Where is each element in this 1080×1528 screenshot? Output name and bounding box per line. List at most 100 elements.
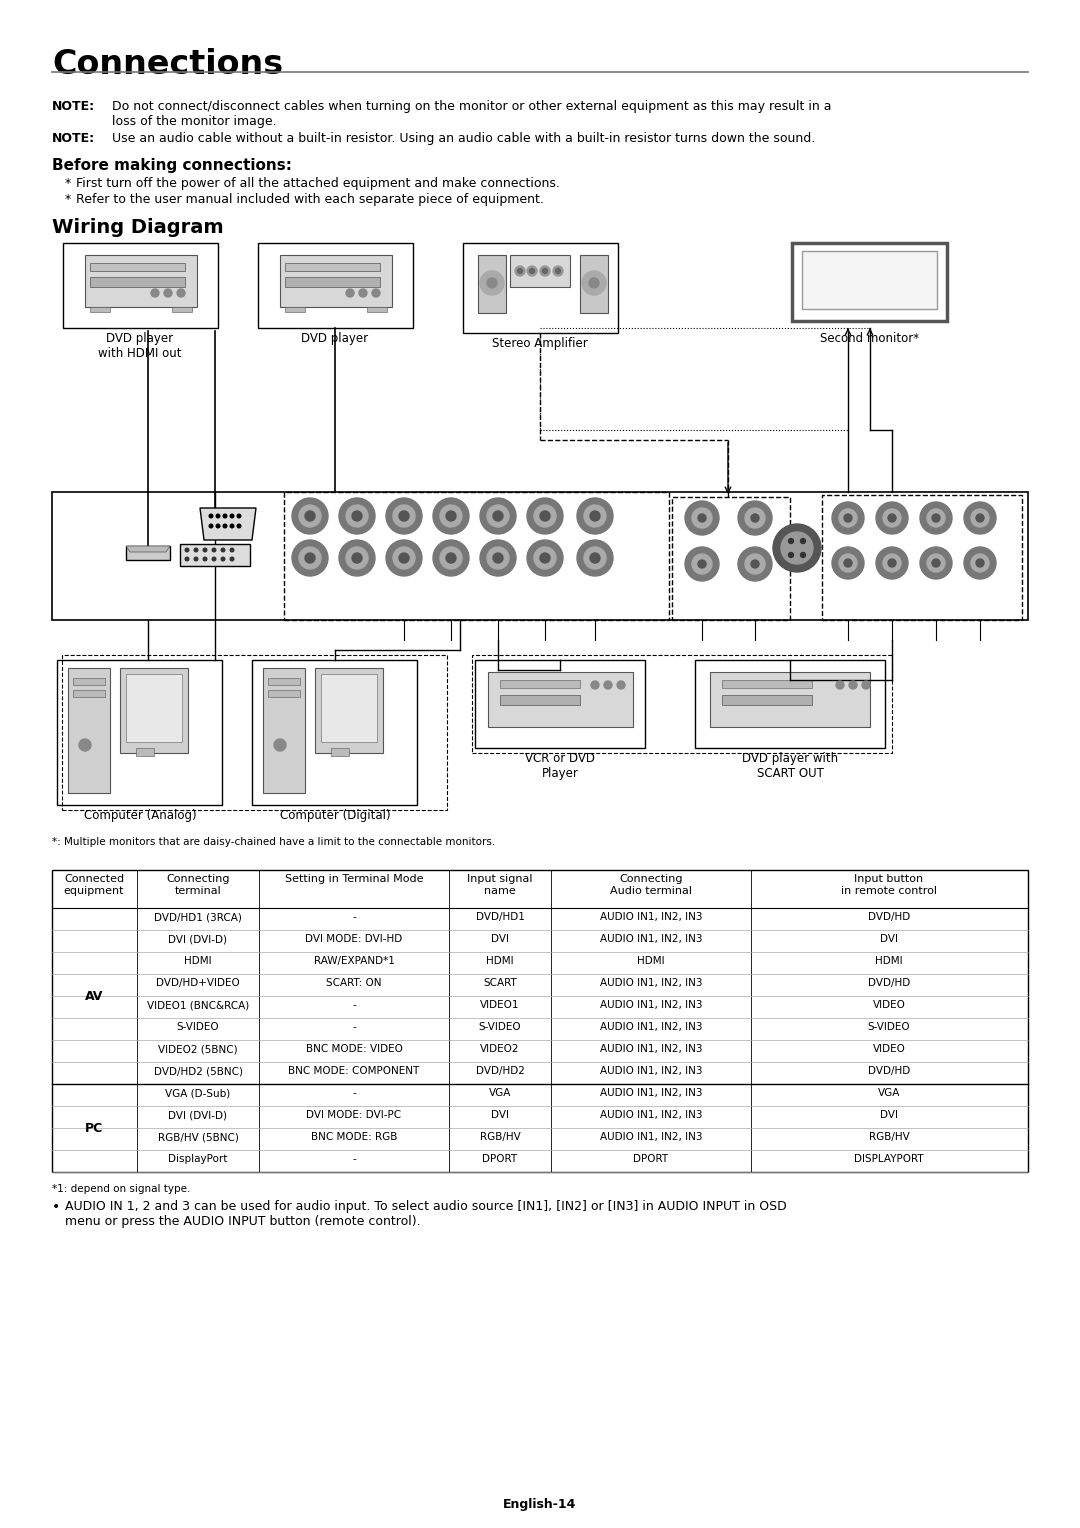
Circle shape <box>745 507 765 529</box>
Text: AUDIO IN1, IN2, IN3: AUDIO IN1, IN2, IN3 <box>599 934 702 944</box>
Text: DISPLAYPORT: DISPLAYPORT <box>854 1154 923 1164</box>
Circle shape <box>527 266 537 277</box>
Text: *1: depend on signal type.: *1: depend on signal type. <box>52 1184 190 1193</box>
Text: loss of the monitor image.: loss of the monitor image. <box>112 115 276 128</box>
Text: S-VIDEO: S-VIDEO <box>177 1022 219 1031</box>
Circle shape <box>920 503 951 533</box>
Circle shape <box>927 509 945 527</box>
Text: AUDIO IN1, IN2, IN3: AUDIO IN1, IN2, IN3 <box>599 1109 702 1120</box>
Text: DVI (DVI-D): DVI (DVI-D) <box>168 934 228 944</box>
Text: DVI: DVI <box>491 1109 509 1120</box>
Bar <box>180 544 249 565</box>
Bar <box>90 307 110 312</box>
Bar <box>367 307 387 312</box>
Text: DVI: DVI <box>880 934 897 944</box>
Text: AUDIO IN1, IN2, IN3: AUDIO IN1, IN2, IN3 <box>599 978 702 989</box>
Circle shape <box>976 559 984 567</box>
Circle shape <box>738 547 772 581</box>
Circle shape <box>698 513 706 523</box>
Circle shape <box>230 524 233 527</box>
Circle shape <box>964 503 996 533</box>
Circle shape <box>224 515 227 518</box>
Circle shape <box>221 558 225 561</box>
Text: DVD/HD1: DVD/HD1 <box>475 912 525 921</box>
Circle shape <box>788 538 794 544</box>
Circle shape <box>203 558 206 561</box>
Bar <box>280 255 392 307</box>
Circle shape <box>305 510 315 521</box>
Bar <box>268 691 300 697</box>
Text: VGA (D-Sub): VGA (D-Sub) <box>165 1088 231 1099</box>
Text: Connecting
Audio terminal: Connecting Audio terminal <box>610 874 692 895</box>
Circle shape <box>238 524 241 527</box>
Bar <box>62 656 447 810</box>
Circle shape <box>393 547 415 568</box>
Circle shape <box>440 547 462 568</box>
Circle shape <box>221 549 225 552</box>
Circle shape <box>292 539 328 576</box>
Bar <box>126 545 170 559</box>
Circle shape <box>480 498 516 533</box>
Circle shape <box>440 504 462 527</box>
Text: -: - <box>352 1022 356 1031</box>
Bar <box>52 492 1028 620</box>
Circle shape <box>932 513 940 523</box>
Bar <box>68 668 110 793</box>
Circle shape <box>832 547 864 579</box>
Text: Computer (Digital): Computer (Digital) <box>280 808 390 822</box>
Bar <box>672 497 789 620</box>
Text: DVD/HD: DVD/HD <box>868 1067 910 1076</box>
Bar <box>723 695 812 704</box>
Bar <box>330 749 349 756</box>
Text: DPORT: DPORT <box>634 1154 669 1164</box>
Circle shape <box>692 555 712 575</box>
Circle shape <box>212 549 216 552</box>
Bar <box>500 680 580 688</box>
Bar <box>258 243 413 329</box>
Circle shape <box>299 547 321 568</box>
Circle shape <box>177 289 185 296</box>
Bar <box>85 255 197 307</box>
Circle shape <box>849 681 858 689</box>
Bar <box>285 263 380 270</box>
Circle shape <box>399 553 409 562</box>
Text: DVD/HD1 (3RCA): DVD/HD1 (3RCA) <box>154 912 242 921</box>
Circle shape <box>589 278 599 287</box>
Bar <box>792 243 947 321</box>
Circle shape <box>836 681 843 689</box>
Text: VIDEO: VIDEO <box>873 999 905 1010</box>
Circle shape <box>372 289 380 296</box>
Circle shape <box>433 539 469 576</box>
Circle shape <box>210 515 213 518</box>
Bar <box>268 678 300 685</box>
Text: AUDIO IN1, IN2, IN3: AUDIO IN1, IN2, IN3 <box>599 1088 702 1099</box>
Circle shape <box>480 539 516 576</box>
Text: *: * <box>65 193 71 206</box>
Circle shape <box>433 498 469 533</box>
Text: DVI MODE: DVI-HD: DVI MODE: DVI-HD <box>306 934 403 944</box>
Text: BNC MODE: RGB: BNC MODE: RGB <box>311 1132 397 1141</box>
Bar <box>822 495 1022 620</box>
Circle shape <box>540 553 550 562</box>
Circle shape <box>527 498 563 533</box>
Circle shape <box>800 538 806 544</box>
Circle shape <box>212 558 216 561</box>
Circle shape <box>346 504 368 527</box>
Circle shape <box>446 510 456 521</box>
Circle shape <box>446 553 456 562</box>
Text: DVD player
with HDMI out: DVD player with HDMI out <box>98 332 181 361</box>
Circle shape <box>216 524 220 527</box>
Circle shape <box>540 510 550 521</box>
Text: SCART: ON: SCART: ON <box>326 978 381 989</box>
Circle shape <box>685 547 719 581</box>
Text: S-VIDEO: S-VIDEO <box>478 1022 522 1031</box>
Bar <box>472 656 892 753</box>
Text: HDMI: HDMI <box>486 957 514 966</box>
Circle shape <box>698 559 706 568</box>
Bar <box>723 680 812 688</box>
Text: DVD/HD: DVD/HD <box>868 912 910 921</box>
Polygon shape <box>200 507 256 539</box>
Circle shape <box>843 559 852 567</box>
Text: DVI (DVI-D): DVI (DVI-D) <box>168 1109 228 1120</box>
Text: English-14: English-14 <box>503 1497 577 1511</box>
